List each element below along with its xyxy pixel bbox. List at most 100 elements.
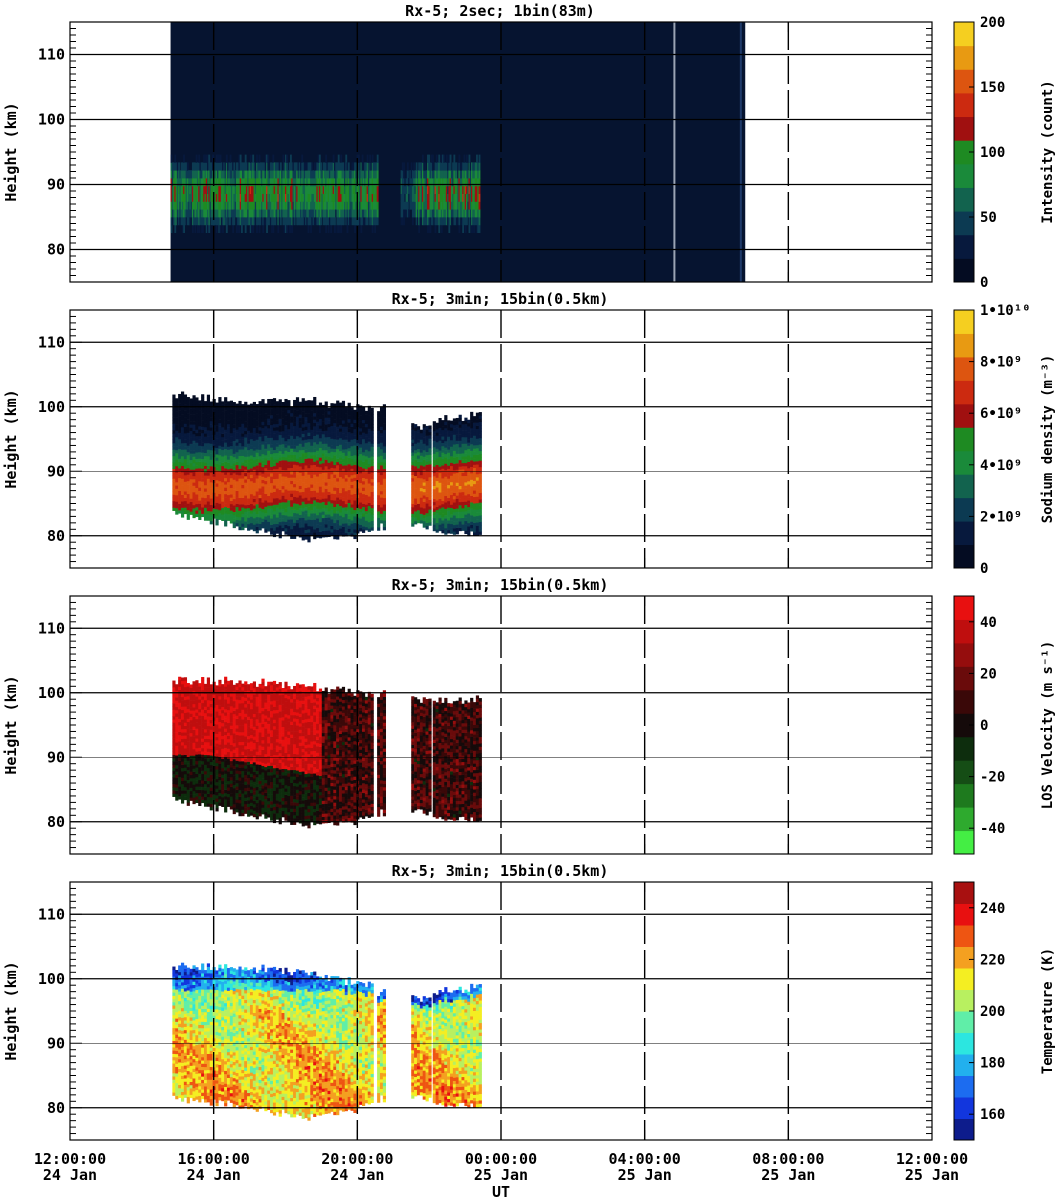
heatmap-cell — [284, 450, 288, 455]
heatmap-cell — [443, 217, 446, 226]
heatmap-cell — [183, 478, 188, 482]
heatmap-cell — [403, 185, 405, 194]
heatmap-cell — [186, 477, 190, 482]
heatmap-cell — [349, 185, 351, 194]
heatmap-cell — [359, 178, 361, 187]
heatmap-cell — [304, 494, 308, 498]
heatmap-cell — [327, 459, 331, 463]
heatmap-cell — [293, 480, 297, 485]
heatmap-cell — [448, 185, 451, 194]
heatmap-cell — [215, 170, 218, 179]
heatmap-cell — [301, 154, 304, 163]
heatmap-cell — [370, 520, 374, 525]
heatmap-cell — [301, 485, 305, 489]
heatmap-cell — [339, 486, 343, 490]
heatmap-cell — [379, 519, 384, 524]
heatmap-cell — [284, 209, 287, 218]
heatmap-cell — [421, 178, 424, 187]
heatmap-cell — [186, 406, 190, 411]
heatmap-cell — [207, 201, 209, 210]
heatmap-cell — [241, 526, 245, 531]
heatmap-cell — [347, 528, 351, 533]
heatmap-cell — [249, 477, 254, 482]
heatmap-cell — [403, 193, 405, 202]
heatmap-cell — [332, 154, 335, 163]
heatmap-cell — [323, 193, 326, 202]
heatmap-cell — [258, 514, 262, 518]
heatmap-cell — [249, 497, 254, 501]
heatmap-cell — [351, 170, 354, 179]
heatmap-cell — [406, 185, 409, 194]
heatmap-cell — [185, 217, 188, 226]
heatmap-cell — [218, 513, 222, 517]
heatmap-cell — [313, 217, 316, 226]
heatmap-cell — [401, 162, 404, 171]
heatmap-cell — [258, 504, 262, 508]
heatmap-cell — [404, 178, 407, 187]
heatmap-cell — [318, 441, 323, 445]
heatmap-cell — [341, 433, 346, 437]
heatmap-cell — [342, 209, 345, 218]
heatmap-cell — [428, 201, 431, 210]
heatmap-cell — [330, 487, 334, 491]
heatmap-cell — [290, 522, 294, 527]
heatmap-cell — [286, 193, 289, 202]
heatmap-cell — [295, 435, 300, 440]
heatmap-cell — [438, 162, 441, 171]
heatmap-cell — [421, 193, 424, 202]
heatmap-cell — [318, 170, 321, 179]
heatmap-cell — [183, 426, 188, 431]
heatmap-cell — [339, 441, 343, 445]
heatmap-cell — [344, 487, 348, 492]
heatmap-cell — [304, 407, 308, 411]
heatmap-cell — [209, 485, 213, 489]
heatmap-cell — [218, 509, 222, 514]
heatmap-cell — [324, 456, 328, 460]
heatmap-cell — [301, 185, 304, 194]
heatmap-cell — [463, 178, 466, 187]
heatmap-cell — [258, 178, 261, 187]
heatmap-cell — [241, 516, 245, 521]
heatmap-cell — [295, 185, 297, 194]
heatmap-cell — [195, 436, 199, 440]
heatmap-cell — [341, 416, 346, 421]
heatmap-cell — [270, 444, 274, 448]
heatmap-cell — [270, 411, 274, 416]
heatmap-cell — [414, 209, 417, 218]
heatmap-cell — [339, 162, 341, 171]
heatmap-cell — [206, 507, 211, 512]
heatmap-cell — [287, 480, 291, 485]
heatmap-cell — [275, 497, 279, 502]
heatmap-cell — [281, 414, 285, 419]
heatmap-cell — [186, 474, 190, 478]
heatmap-cell — [301, 411, 305, 415]
heatmap-cell — [290, 499, 294, 504]
heatmap-cell — [208, 154, 211, 163]
heatmap-cell — [377, 520, 381, 525]
heatmap-cell — [298, 466, 302, 470]
heatmap-cell — [259, 162, 262, 171]
heatmap-cell — [221, 498, 225, 502]
heatmap-cell — [295, 468, 300, 472]
heatmap-cell — [244, 459, 248, 464]
heatmap-cell — [215, 470, 219, 474]
heatmap-cell — [219, 224, 222, 233]
heatmap-cell — [370, 498, 374, 502]
heatmap-cell — [326, 217, 329, 226]
heatmap-cell — [240, 170, 243, 179]
heatmap-cell — [369, 154, 372, 163]
heatmap-cell — [206, 488, 211, 492]
heatmap-cell — [219, 170, 222, 179]
heatmap-cell — [267, 437, 271, 442]
heatmap-cell — [290, 422, 294, 427]
heatmap-cell — [287, 516, 291, 520]
heatmap-cell — [254, 162, 257, 171]
heatmap-cell — [275, 446, 279, 450]
heatmap-cell — [462, 209, 465, 218]
heatmap-cell — [238, 458, 242, 463]
heatmap-cell — [225, 154, 228, 163]
heatmap-cell — [420, 193, 423, 202]
heatmap-cell — [318, 486, 323, 490]
heatmap-cell — [192, 485, 196, 490]
heatmap-cell — [310, 474, 314, 479]
